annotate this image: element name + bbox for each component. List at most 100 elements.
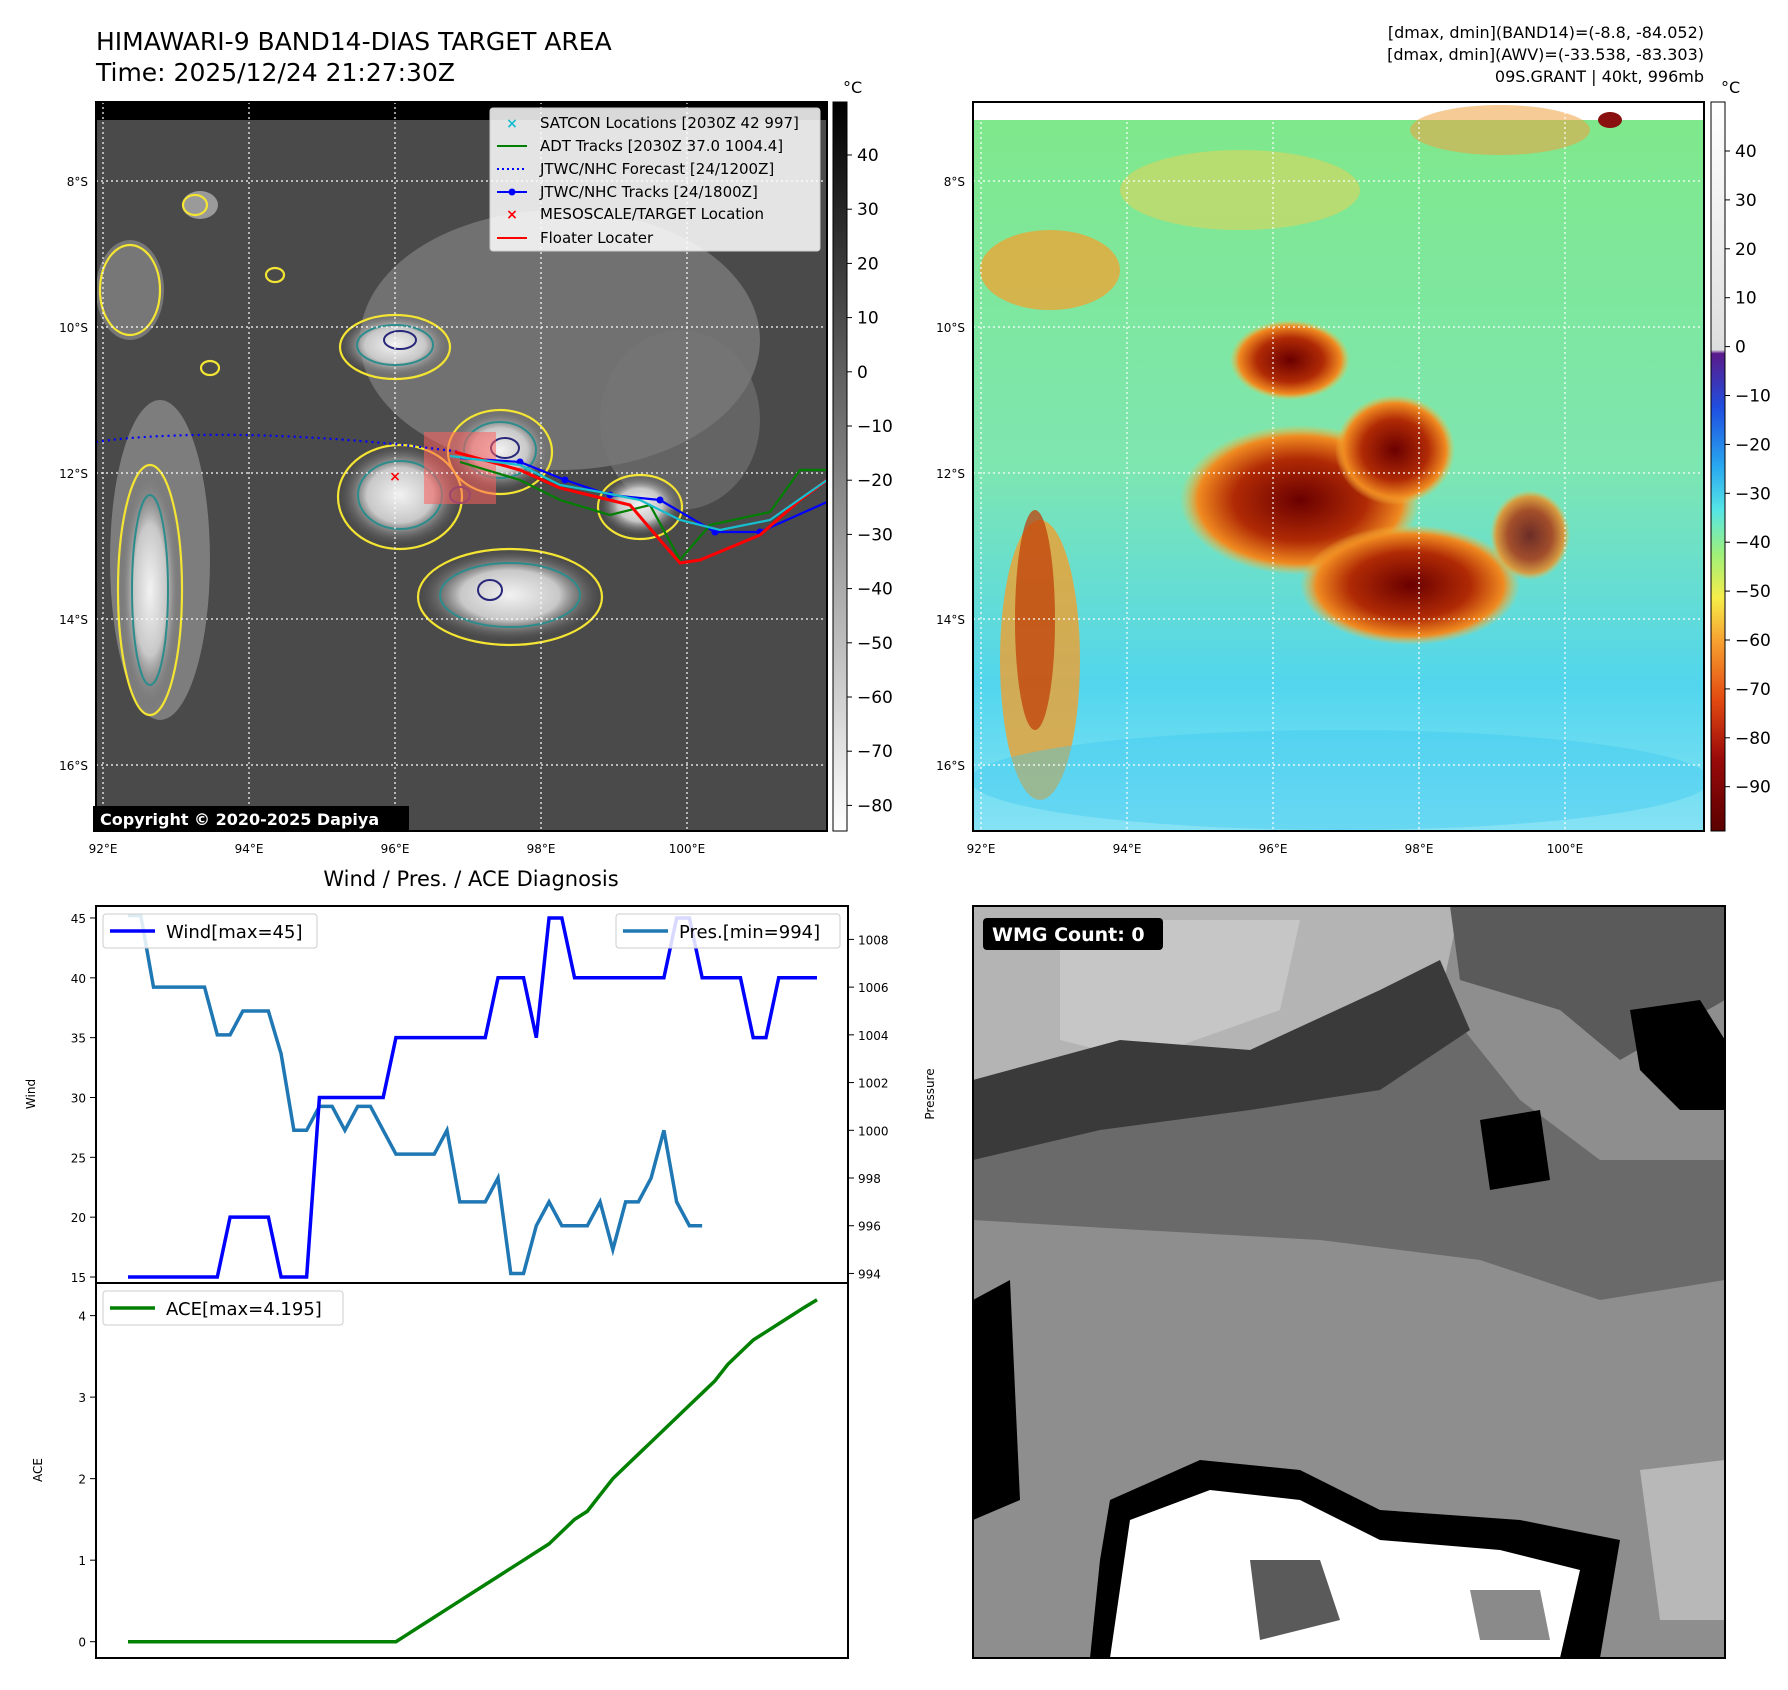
colorbar-tick-label: 20 (1735, 240, 1757, 260)
ir-lon-tick: 96°E (381, 842, 410, 856)
adt-track-line (459, 460, 827, 562)
wind-yticks: 15 20 25 30 35 40 45 (71, 912, 96, 1285)
y-tick-label: 3 (78, 1391, 86, 1405)
wv-lon-tick: 92°E (967, 842, 996, 856)
y-tick-label: 996 (858, 1220, 881, 1234)
ace-axis-label: ACE (31, 1458, 45, 1482)
y-tick-label: 998 (858, 1172, 881, 1186)
ir-lon-tick: 100°E (669, 842, 706, 856)
y-tick-label: 20 (71, 1211, 86, 1225)
colorbar-tick-label: 40 (857, 146, 879, 166)
y-tick-label: 1004 (858, 1029, 889, 1043)
mesoscale-legend-label: MESOSCALE/TARGET Location (540, 205, 764, 223)
colorbar-tick-label: −50 (1735, 582, 1771, 602)
wv-colorbar-ticks: 40 30 20 10 0 −10 −20 −30 −40 −50 −60 −70 −80 −90 (1725, 142, 1771, 798)
wv-lat-ticks: 8°S 10°S 12°S 14°S 16°S (936, 175, 965, 773)
y-tick-label: 15 (71, 1271, 86, 1285)
floater-track-line (454, 450, 827, 565)
mesoscale-legend-icon: × (506, 207, 518, 223)
colorbar-tick-label: −60 (857, 688, 893, 708)
wv-lon-ticks: 92°E 94°E 96°E 98°E 100°E (967, 842, 1584, 856)
dmax-band14: [dmax, dmin](BAND14)=(-8.8, -84.052) (1388, 23, 1704, 42)
ir-lat-tick: 8°S (67, 175, 88, 189)
colorbar-tick-label: −80 (1735, 729, 1771, 749)
wv-gridlines (973, 102, 1704, 831)
colorbar-tick-label: 30 (857, 200, 879, 220)
dmax-awv: [dmax, dmin](AWV)=(-33.538, -83.303) (1387, 45, 1704, 64)
ir-colorbar-unit: °C (843, 78, 862, 97)
ace-series-line (128, 1298, 818, 1644)
floater-box (424, 432, 496, 504)
wv-imagery (973, 102, 1704, 831)
colorbar-tick-label: −10 (1735, 387, 1771, 407)
ir-colorbar-ticks: 40 30 20 10 0 −10 −20 −30 −40 −50 −60 −70 −80 (847, 146, 893, 816)
colorbar-tick-label: −70 (857, 742, 893, 762)
y-tick-label: 40 (71, 972, 86, 986)
colorbar-tick-label: −60 (1735, 631, 1771, 651)
y-tick-label: 1000 (858, 1124, 889, 1138)
pressure-legend: Pres.[min=994] (615, 913, 841, 949)
ir-lon-tick: 94°E (235, 842, 264, 856)
floater-legend-label: Floater Locater (540, 229, 654, 247)
ace-panel: 0 1 2 3 4 ACE ACE[max=4.195] (31, 1282, 849, 1659)
colorbar-tick-label: −30 (857, 525, 893, 545)
wv-lat-tick: 8°S (944, 175, 965, 189)
colorbar-tick-label: −90 (1735, 778, 1771, 798)
adt-legend-label: ADT Tracks [2030Z 37.0 1004.4] (540, 137, 783, 155)
ir-lon-tick: 92°E (89, 842, 118, 856)
wind-pressure-frame (95, 905, 849, 1284)
ace-frame (95, 1282, 849, 1659)
wv-lon-tick: 94°E (1113, 842, 1142, 856)
copyright-box (93, 806, 409, 832)
diagnosis-title: Wind / Pres. / ACE Diagnosis (323, 867, 618, 891)
y-tick-label: 30 (71, 1091, 86, 1105)
colorbar-tick-label: 0 (857, 363, 868, 383)
ir-lat-tick: 14°S (59, 613, 88, 627)
satcon-legend-icon: × (506, 116, 518, 132)
ir-map-panel: × × SATCON Locations [2030Z 42 997] ADT … (59, 78, 893, 856)
satcon-legend-label: SATCON Locations [2030Z 42 997] (540, 114, 799, 132)
wv-lat-tick: 12°S (936, 467, 965, 481)
figure-title: HIMAWARI-9 BAND14-DIAS TARGET AREA (96, 27, 612, 56)
wind-series-line (128, 916, 817, 1279)
satcon-track-line (449, 454, 827, 532)
ir-lat-tick: 16°S (59, 759, 88, 773)
y-tick-label: 0 (78, 1636, 86, 1650)
wind-legend: Wind[max=45] (102, 913, 318, 949)
wv-frame (972, 101, 1705, 832)
ir-tracks: × (96, 433, 827, 565)
ir-lat-tick: 12°S (59, 467, 88, 481)
colorbar-tick-label: −10 (857, 417, 893, 437)
wmg-count-box (983, 918, 1163, 950)
wmg-panel: WMG Count: 0 (972, 905, 1726, 1659)
wv-colorbar-unit: °C (1721, 78, 1740, 97)
y-tick-label: 45 (71, 912, 86, 926)
copyright: Copyright © 2020-2025 Dapiya (100, 810, 379, 829)
wv-lat-tick: 14°S (936, 613, 965, 627)
y-tick-label: 994 (858, 1267, 881, 1281)
pressure-axis-label: Pressure (923, 1068, 937, 1119)
colorbar-tick-label: −30 (1735, 484, 1771, 504)
mesoscale-marker: × (389, 469, 401, 485)
y-tick-label: 35 (71, 1032, 86, 1046)
ir-lon-tick: 98°E (527, 842, 556, 856)
colorbar-tick-label: 40 (1735, 142, 1757, 162)
jtwc-forecast-legend-label: JTWC/NHC Forecast [24/1200Z] (539, 160, 774, 178)
colorbar-tick-label: 0 (1735, 338, 1746, 358)
colorbar-tick-label: 10 (1735, 289, 1757, 309)
wv-map-panel: 8°S 10°S 12°S 14°S 16°S 92°E 94°E 96°E 9… (936, 78, 1771, 856)
colorbar-tick-label: −20 (1735, 435, 1771, 455)
jtwc-forecast-line (96, 433, 461, 454)
y-tick-label: 4 (78, 1310, 86, 1324)
colorbar-tick-label: −20 (857, 471, 893, 491)
colorbar-tick-label: 10 (857, 309, 879, 329)
colorbar-tick-label: −80 (857, 796, 893, 816)
pressure-legend-label: Pres.[min=994] (679, 922, 820, 943)
jtwc-track-line (459, 456, 827, 534)
wv-lon-tick: 96°E (1259, 842, 1288, 856)
ir-colorbar (832, 101, 848, 832)
y-tick-label: 25 (71, 1151, 86, 1165)
figure-time: Time: 2025/12/24 21:27:30Z (95, 58, 455, 87)
wind-pressure-panel: 15 20 25 30 35 40 45 994 996 998 1000 1002 1004 1006… (24, 905, 937, 1285)
